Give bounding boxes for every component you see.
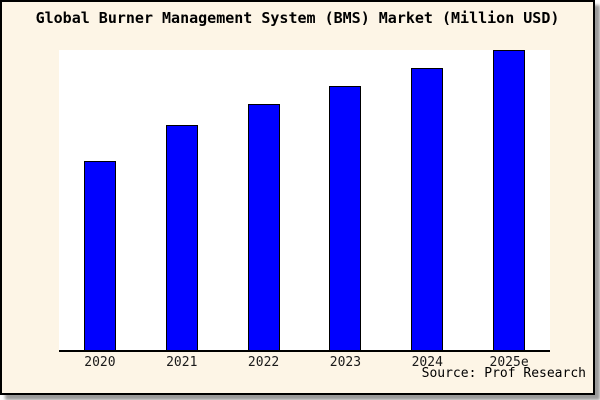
- x-tick-label-2023: 2023: [329, 355, 362, 370]
- bar-2025e: [493, 50, 526, 350]
- chart-title: Global Burner Management System (BMS) Ma…: [35, 9, 560, 27]
- x-tick-label-2024: 2024: [411, 355, 443, 370]
- bar-2021: [165, 125, 198, 350]
- chart-card: Global Burner Management System (BMS) Ma…: [0, 0, 595, 395]
- x-tick-label-2021: 2021: [166, 355, 198, 370]
- bar-2024: [411, 68, 444, 350]
- x-tick-label-2025e: 2025e: [489, 355, 529, 370]
- source-credit: Source: Prof Research: [421, 366, 586, 381]
- x-axis-labels: 2020 2021 2022 2023 2024 2025e: [59, 355, 550, 371]
- bar-2020: [83, 161, 116, 350]
- x-tick-label-2020: 2020: [84, 355, 116, 370]
- bar-2023: [329, 86, 362, 350]
- x-tick-label-2022: 2022: [247, 355, 280, 370]
- plot-area: [59, 50, 550, 352]
- bar-2022: [247, 104, 280, 350]
